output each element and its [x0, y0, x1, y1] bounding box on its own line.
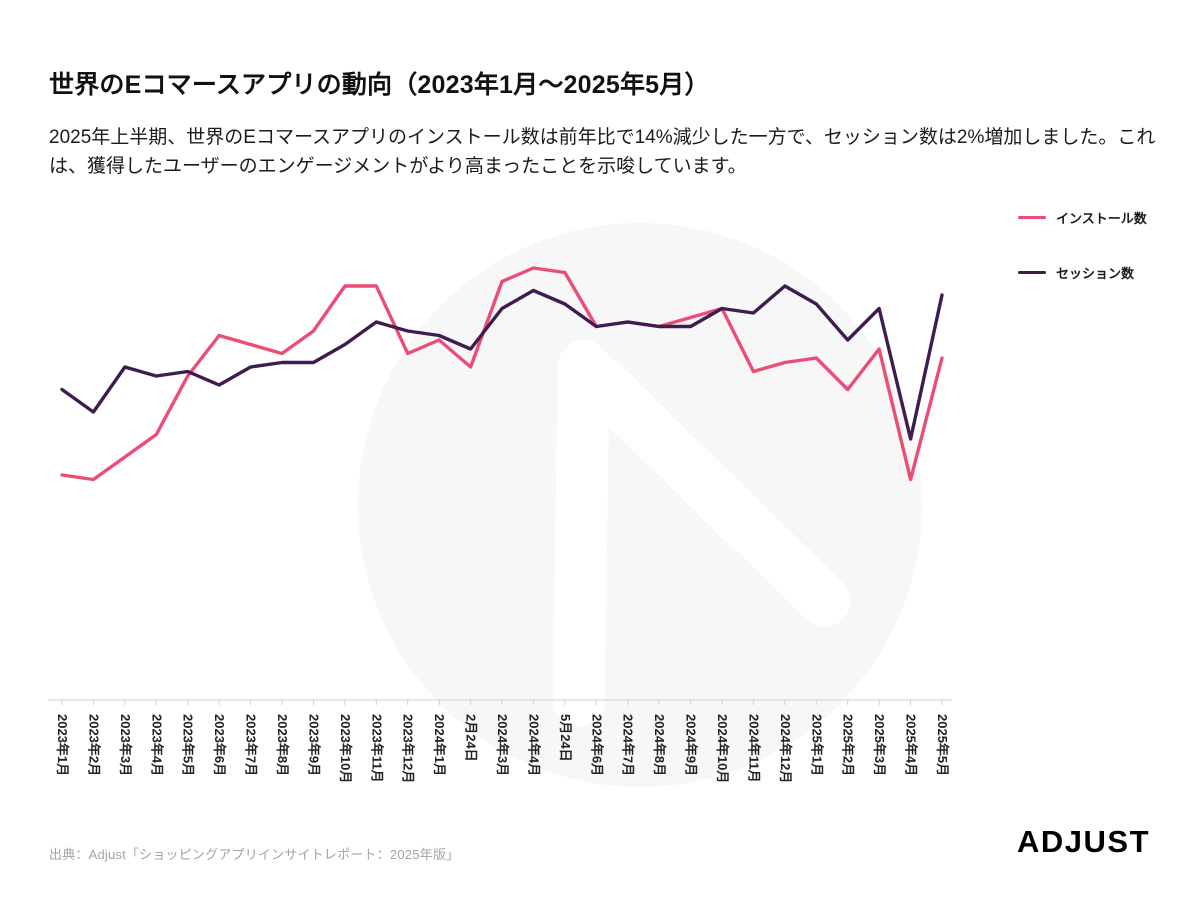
x-axis-label: 2024年1月 — [432, 714, 447, 776]
x-axis-label: 2024年8月 — [652, 714, 667, 776]
x-axis-label: 2024年7月 — [621, 714, 636, 776]
adjust-logo: ADJUST — [1017, 824, 1150, 860]
legend-item-installs: インストール数 — [1018, 208, 1188, 227]
x-axis-label: 2月24日 — [464, 714, 479, 762]
x-axis-label: 2023年9月 — [306, 714, 321, 776]
chart-legend: インストール数 セッション数 — [1018, 208, 1188, 282]
page-title: 世界のEコマースアプリの動向（2023年1月〜2025年5月） — [49, 70, 710, 99]
x-axis-label: 2024年6月 — [589, 714, 604, 776]
page-description: 2025年上半期、世界のEコマースアプリのインストール数は前年比で14%減少した… — [49, 127, 1156, 178]
x-axis-label: 2023年4月 — [149, 714, 164, 776]
legend-label-sessions: セッション数 — [1056, 266, 1135, 281]
watermark-logo — [358, 223, 922, 787]
sessions-line-swatch — [1018, 271, 1046, 274]
x-axis-label: 2023年2月 — [86, 714, 101, 776]
x-axis-label: 2023年5月 — [181, 714, 196, 776]
x-axis-label: 2025年4月 — [904, 714, 919, 776]
x-axis-label: 2023年11月 — [369, 714, 384, 783]
x-axis-label: 2024年11月 — [746, 714, 761, 783]
x-axis-label: 2023年8月 — [275, 714, 290, 776]
adjust-logo-text: ADJUST — [1016, 824, 1150, 859]
installs-line-swatch — [1018, 216, 1046, 219]
trend-chart-svg: 2023年1月 2023年2月 2023年3月 2023年4月 2023年5月 2023年… — [48, 223, 952, 787]
x-axis-label: 2025年1月 — [809, 714, 824, 776]
x-axis-label: 2025年3月 — [872, 714, 887, 776]
x-axis-label: 2023年1月 — [55, 714, 70, 776]
x-axis-label: 2023年6月 — [212, 714, 227, 776]
trend-chart: 2023年1月 2023年2月 2023年3月 2023年4月 2023年5月 2023年… — [40, 195, 960, 820]
x-axis-label: 2023年7月 — [244, 714, 259, 776]
x-axis-label: 5月24日 — [558, 714, 573, 762]
x-axis-label: 2025年2月 — [841, 714, 856, 776]
x-axis-label: 2024年12月 — [778, 714, 793, 783]
x-axis-label: 2024年3月 — [495, 714, 510, 776]
source-note: 出典：Adjust「ショッピングアプリインサイトレポート：2025年版」 — [49, 847, 460, 862]
x-axis-label: 2024年9月 — [684, 714, 699, 776]
series-line-sessions — [60, 284, 944, 441]
legend-label-installs: インストール数 — [1056, 211, 1147, 226]
x-axis-label: 2024年10月 — [715, 714, 730, 783]
x-axis-label: 2023年10月 — [338, 714, 353, 783]
x-axis-label: 2025年5月 — [935, 714, 950, 776]
series-line-installs — [60, 266, 944, 482]
x-axis-label: 2023年3月 — [118, 714, 133, 776]
legend-item-sessions: セッション数 — [1018, 263, 1188, 282]
x-axis-label: 2023年12月 — [401, 714, 416, 783]
x-axis-label: 2024年4月 — [526, 714, 541, 776]
